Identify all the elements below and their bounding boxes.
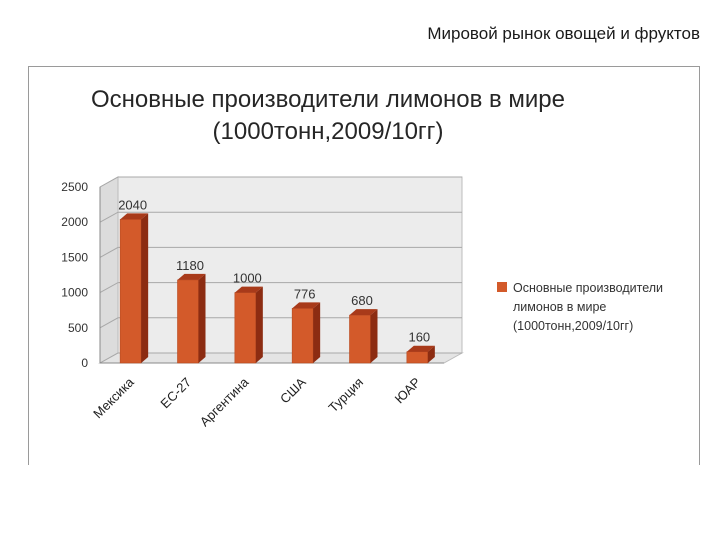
data-label: 1000 — [233, 271, 262, 286]
bar — [234, 292, 257, 364]
bar-side — [427, 345, 435, 363]
data-label: 2040 — [118, 197, 147, 212]
x-tick-label: ЮАР — [392, 375, 424, 407]
bar-top — [349, 309, 378, 316]
y-tick-label: 1500 — [61, 250, 88, 264]
data-label: 776 — [294, 286, 316, 301]
y-tick-label: 1000 — [61, 286, 88, 300]
gridline — [99, 352, 462, 364]
gridline — [99, 211, 462, 223]
chart-title-line: Основные производители лимонов в мире — [91, 86, 565, 113]
chart-title-line: (1000тонн,2009/10гг) — [212, 118, 444, 145]
bar — [406, 351, 429, 364]
bar-side — [370, 309, 378, 363]
gridline — [99, 176, 462, 188]
bar — [177, 279, 199, 364]
bar-side — [141, 213, 149, 363]
gridline — [99, 282, 462, 294]
x-tick-label: США — [277, 374, 309, 406]
bar-top — [292, 302, 321, 309]
data-label: 680 — [351, 293, 373, 308]
legend-swatch — [497, 282, 507, 292]
bar-side — [198, 273, 206, 363]
y-tick-label: 2000 — [61, 215, 88, 229]
x-tick-label: ЕС-27 — [157, 375, 194, 412]
bar — [349, 314, 371, 364]
slide-title: Мировой рынок овощей и фруктов — [427, 24, 700, 43]
bar-top — [234, 286, 263, 293]
bar-top — [177, 273, 206, 280]
data-label: 1180 — [176, 258, 204, 273]
bar-top — [406, 345, 435, 352]
bar-side — [313, 302, 321, 363]
x-tick-label: Аргентина — [197, 374, 252, 429]
bar — [119, 219, 142, 364]
x-tick-label: Мексика — [90, 374, 137, 421]
chart-title: Основные производители лимонов в мире (10… — [28, 84, 628, 148]
x-tick-label: Турция — [325, 375, 366, 416]
legend-label: лимонов в мире — [513, 300, 606, 314]
bar-top — [120, 213, 149, 220]
gridline — [99, 317, 462, 329]
bar-side — [255, 286, 263, 363]
legend-label: (1000тонн,2009/10гг) — [513, 319, 633, 333]
y-tick-label: 500 — [68, 321, 88, 335]
plot-side-wall — [99, 176, 119, 364]
data-label: 160 — [408, 330, 430, 345]
plot-back-wall — [117, 176, 463, 354]
bar — [291, 308, 314, 364]
legend-label: Основные производители — [513, 281, 663, 295]
gridline — [99, 246, 462, 258]
y-tick-label: 0 — [81, 356, 88, 370]
y-tick-label: 2500 — [61, 180, 88, 194]
